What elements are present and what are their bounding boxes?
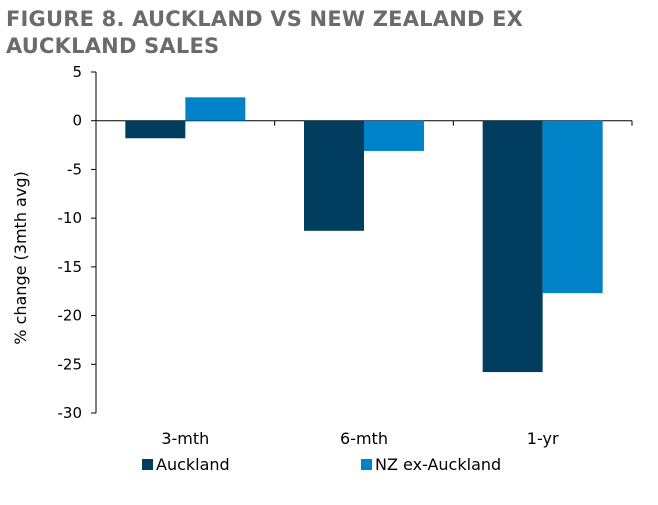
bar-auckland-3-mth: [125, 120, 186, 139]
legend-swatch: [361, 459, 372, 470]
bar-auckland-1-yr: [482, 120, 543, 373]
y-tick-label: -30: [58, 404, 83, 422]
y-tick-label: -15: [58, 258, 83, 276]
legend-label: Auckland: [156, 455, 230, 474]
legend: Auckland NZ ex-Auckland: [142, 455, 501, 474]
bar-nz-ex-auckland-3-mth: [185, 97, 246, 121]
y-axis-label: % change (3mth avg): [11, 171, 30, 344]
x-category-label: 3-mth: [161, 429, 209, 448]
y-tick-label: -5: [67, 160, 82, 178]
bar-nz-ex-auckland-1-yr: [542, 120, 603, 294]
y-tick-label: 5: [72, 63, 82, 81]
bar-nz-ex-auckland-6-mth: [364, 120, 424, 151]
legend-swatch: [142, 459, 153, 470]
y-tick-labels: 5 0 -5 -10 -15 -20 -25 -30: [58, 63, 83, 422]
x-category-label: 1-yr: [527, 429, 559, 448]
chart-title: FIGURE 8. AUCKLAND VS NEW ZEALAND EX AUC…: [6, 7, 524, 58]
y-tick-label: 0: [72, 112, 82, 130]
bars: [125, 97, 603, 373]
y-tick-label: -25: [58, 355, 83, 373]
y-tick-label: -10: [58, 209, 83, 227]
x-category-label: 6-mth: [340, 429, 388, 448]
x-category-labels: 3-mth 6-mth 1-yr: [161, 429, 559, 448]
legend-label: NZ ex-Auckland: [375, 455, 501, 474]
y-tick-label: -20: [58, 307, 83, 325]
bar-auckland-6-mth: [304, 120, 364, 231]
